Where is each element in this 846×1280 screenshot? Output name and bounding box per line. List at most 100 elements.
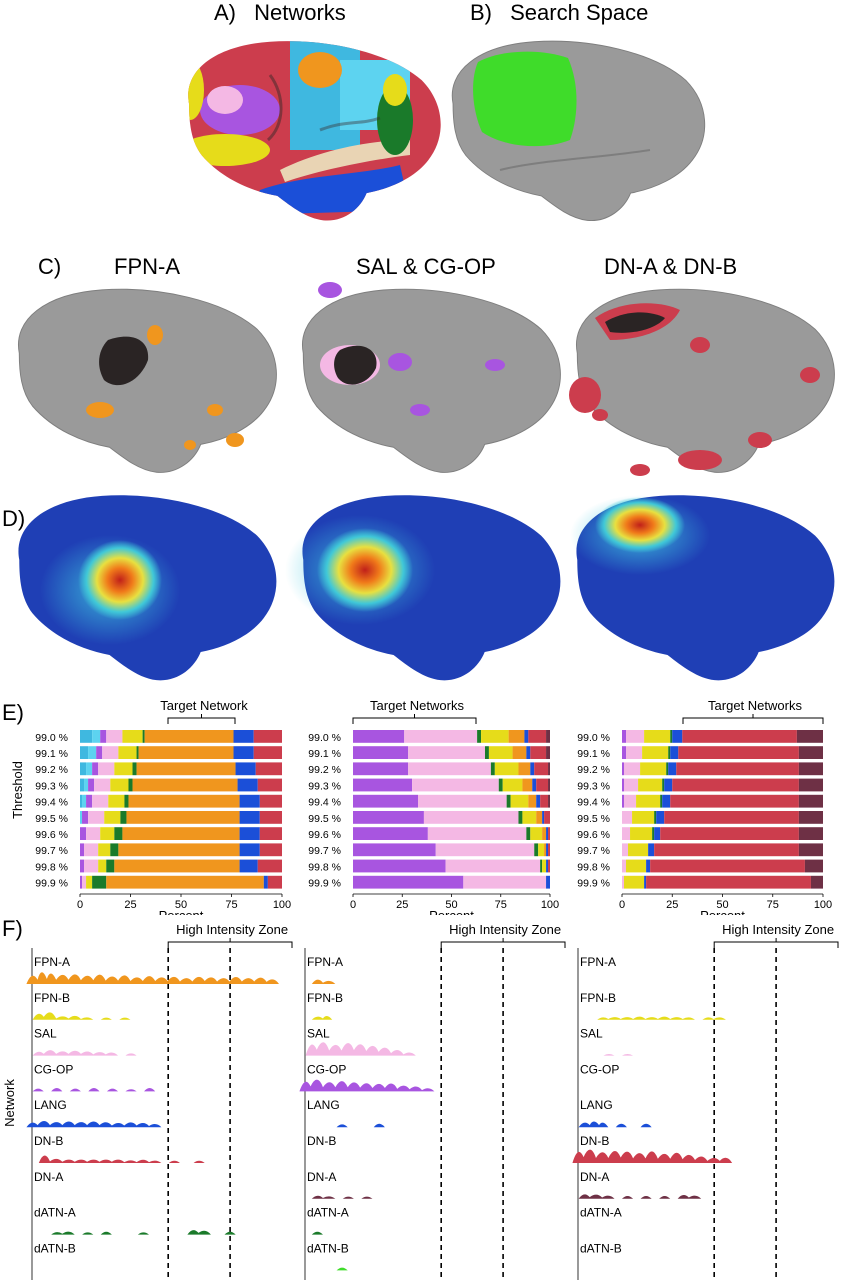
bar-segment [810, 875, 823, 889]
bar-segment [630, 827, 653, 840]
bar-segment [353, 762, 409, 776]
x-tick-label: 50 [445, 899, 457, 911]
stacked-bar-chart-1: Target Network 99.0 % 99.1 % 99.2 % 99.3 % 99… [35, 700, 291, 915]
bar-segment [80, 794, 83, 808]
bar-segment [427, 827, 527, 840]
bar-segment [670, 730, 673, 743]
threshold-tick-label: 99.4 % [308, 797, 341, 809]
bar-segment [484, 746, 489, 759]
bar-segment [353, 875, 464, 889]
network-label: dATN-B [307, 1241, 349, 1255]
bar-segment [798, 811, 823, 824]
fpn-a-efield-brain [18, 495, 277, 681]
bar-segment [540, 859, 543, 873]
panel-c-label: C) [38, 254, 62, 279]
bar-segment [624, 762, 641, 776]
stacked-bar-chart-3: Target Networks 99.0 % 99.1 % 99.2 % 99.3 % 9… [577, 700, 832, 915]
bar-segment [796, 730, 823, 743]
x-tick-label: 0 [77, 899, 83, 911]
bar-segment [259, 794, 282, 808]
threshold-tick-label: 99.6 % [308, 829, 341, 841]
annotation-bracket [682, 717, 824, 724]
bar-segment [353, 746, 409, 759]
bar-segment [798, 762, 823, 776]
network-label: SAL [580, 1027, 603, 1041]
bar-segment [142, 730, 145, 743]
bar-segment [798, 843, 823, 857]
panel-c-title-1: FPN-A [114, 254, 180, 279]
network-label: DN-A [34, 1170, 63, 1184]
network-label: CG-OP [34, 1062, 73, 1076]
density-ridge [32, 1088, 156, 1092]
threshold-tick-label: 99.5 % [35, 813, 68, 825]
panel-f-charts: Network High Intensity Zone FPN-A FPN-B SAL… [2, 922, 839, 1280]
threshold-tick-label: 99.6 % [577, 829, 610, 841]
bar-segment [80, 875, 83, 889]
bar-segment [80, 827, 87, 840]
zone-label: High Intensity Zone [176, 922, 288, 937]
bar-segment [136, 762, 236, 776]
bar-segment [494, 762, 519, 776]
threshold-tick-label: 99.6 % [35, 829, 68, 841]
threshold-tick-label: 99.8 % [308, 861, 341, 873]
bar-segment [239, 794, 260, 808]
bar-segment [530, 762, 535, 776]
bar-segment [498, 778, 503, 792]
network-label: DN-B [34, 1134, 63, 1148]
threshold-tick-label: 99.2 % [35, 764, 68, 776]
bar-segment [353, 859, 446, 873]
panel-a-label: A) [214, 0, 236, 25]
bar-segment [678, 746, 799, 759]
network-label: LANG [34, 1098, 67, 1112]
network-label: SAL [307, 1027, 330, 1041]
bar-segment [654, 843, 799, 857]
network-label: LANG [580, 1098, 613, 1112]
threshold-tick-label: 99.1 % [577, 748, 610, 760]
bar-segment [110, 778, 129, 792]
bar-segment [804, 859, 823, 873]
panel-a-title: A) Networks [214, 0, 346, 26]
bar-segment [548, 794, 550, 808]
bar-segment [624, 778, 639, 792]
density-ridge [32, 1012, 131, 1020]
bar-segment [353, 794, 419, 808]
bar-segment [664, 811, 799, 824]
bar-segment [263, 875, 268, 889]
bar-segment [82, 794, 87, 808]
bar-segment [138, 746, 234, 759]
bar-segment [536, 778, 549, 792]
bar-segment [518, 811, 523, 824]
bar-segment [481, 730, 509, 743]
bar-segment [548, 843, 550, 857]
bar-segment [656, 811, 665, 824]
bar-segment [622, 730, 627, 743]
threshold-tick-label: 99.0 % [577, 732, 610, 744]
bar-segment [353, 827, 428, 840]
density-ridge [311, 1231, 323, 1235]
search-space-brain [451, 40, 706, 222]
bar-segment [544, 843, 547, 857]
bar-segment [259, 811, 282, 824]
x-tick-label: 100 [814, 899, 832, 911]
x-tick-label: 75 [225, 899, 237, 911]
bar-segment [508, 730, 525, 743]
network-label: CG-OP [307, 1062, 346, 1076]
bar-segment [80, 859, 85, 873]
bar-segment [477, 730, 482, 743]
bar-segment [237, 778, 258, 792]
panel-d-label: D) [2, 506, 26, 531]
network-label: DN-A [307, 1170, 336, 1184]
density-ridge [51, 1230, 236, 1235]
bar-segment [128, 794, 240, 808]
panel-c-title-3: DN-A & DN-B [604, 254, 738, 279]
bar-segment [114, 762, 133, 776]
bar-segment [92, 794, 109, 808]
bar-segment [412, 778, 499, 792]
bar-segment [682, 730, 797, 743]
bar-segment [622, 859, 627, 873]
bar-segment [662, 794, 671, 808]
bar-segment [650, 859, 805, 873]
zone-bracket [713, 941, 839, 948]
bar-segment [120, 811, 127, 824]
bar-segment [622, 778, 625, 792]
